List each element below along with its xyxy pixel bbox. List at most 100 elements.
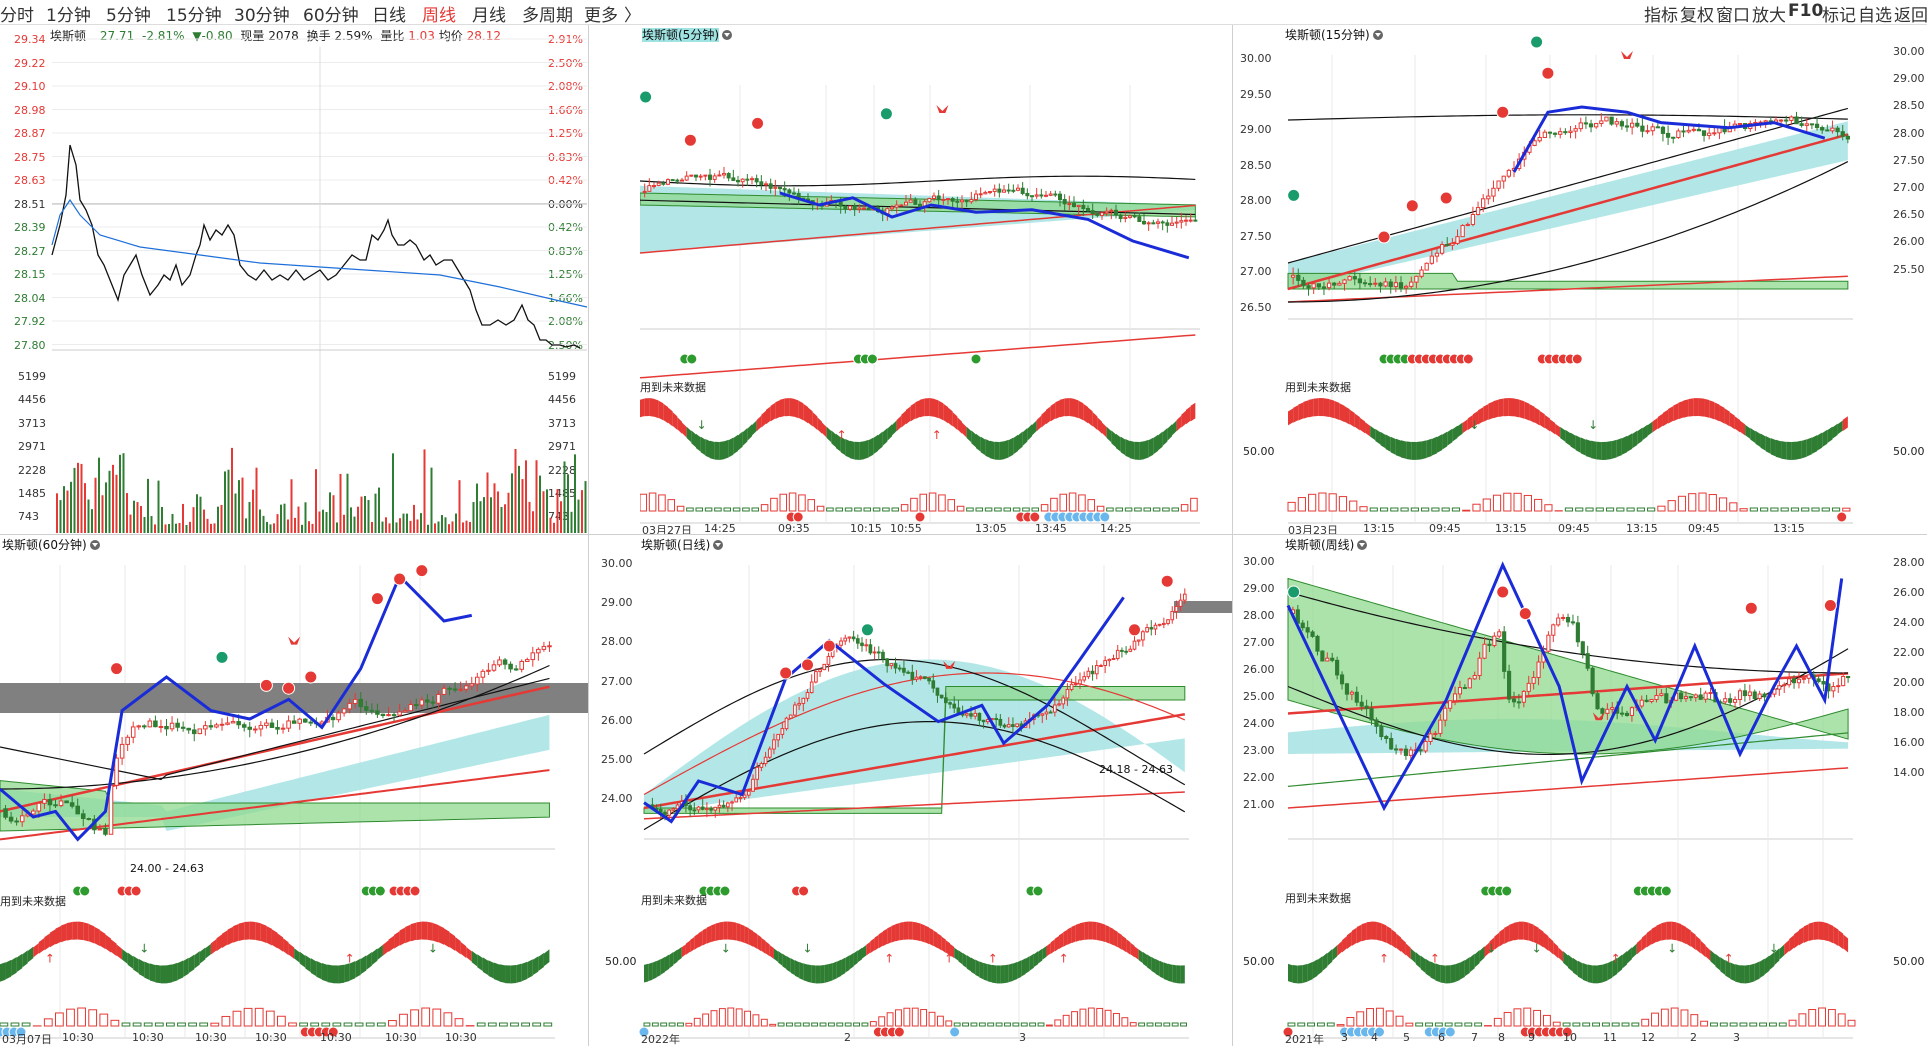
zoom-button[interactable]: 放大 bbox=[1752, 6, 1786, 26]
back-button[interactable]: 返回 bbox=[1894, 6, 1927, 26]
tab-1min[interactable]: 1分钟 bbox=[46, 6, 91, 26]
oscillator-ribbon bbox=[841, 957, 846, 976]
time-label: 10:30 bbox=[195, 1031, 227, 1044]
oscillator-ribbon bbox=[1329, 399, 1335, 419]
oscillator-ribbon bbox=[702, 927, 707, 946]
oscillator-ribbon bbox=[382, 940, 389, 956]
tab-daily[interactable]: 日线 bbox=[372, 6, 406, 26]
candle bbox=[1354, 691, 1359, 703]
kline-chart-weekly[interactable]: ↑ ↑↓ ↓↑↓↑↓ bbox=[1233, 535, 1927, 1046]
histogram-bar bbox=[1768, 1022, 1777, 1027]
oscillator-ribbon bbox=[985, 439, 990, 458]
down-arrow-icon: ↓ bbox=[1588, 418, 1598, 432]
butterfly-icon bbox=[1592, 712, 1605, 721]
adjust-button[interactable]: 复权 bbox=[1680, 6, 1714, 26]
indicator-button[interactable]: 指标 bbox=[1644, 6, 1678, 26]
oscillator-ribbon bbox=[1720, 957, 1726, 975]
candle bbox=[1681, 130, 1686, 133]
oscillator-ribbon bbox=[1055, 400, 1060, 419]
dropdown-icon[interactable] bbox=[1357, 539, 1368, 550]
buy-signal-icon bbox=[1496, 105, 1510, 119]
oscillator-ribbon bbox=[1121, 935, 1127, 953]
histogram-bar bbox=[55, 1012, 64, 1027]
candle bbox=[80, 813, 86, 819]
dropdown-icon[interactable] bbox=[1372, 29, 1383, 40]
dropdown-icon[interactable] bbox=[722, 29, 732, 40]
oscillator-ribbon bbox=[1544, 414, 1550, 432]
kline-chart-5min[interactable]: ↓↑ ↑ bbox=[640, 25, 1232, 534]
kline-chart-15min[interactable]: ↓ ↓ bbox=[1233, 25, 1927, 534]
volume-bar bbox=[203, 509, 205, 533]
candle bbox=[826, 655, 831, 665]
tab-60min[interactable]: 60分钟 bbox=[303, 6, 359, 26]
tab-weekly[interactable]: 周线 bbox=[422, 6, 456, 26]
ma-line bbox=[1287, 114, 1848, 121]
oscillator-ribbon bbox=[1385, 434, 1391, 452]
candle bbox=[988, 191, 992, 194]
candle bbox=[1424, 262, 1429, 271]
dropdown-icon[interactable] bbox=[89, 539, 100, 550]
candle bbox=[793, 704, 797, 716]
histogram-bar bbox=[802, 1022, 810, 1027]
kline-chart-daily[interactable]: ↓ ↓↑ ↑ ↑ ↑ bbox=[589, 535, 1232, 1046]
oscillator-ribbon bbox=[1774, 948, 1780, 966]
volume-tick: 2971 bbox=[548, 440, 576, 454]
tab-15min[interactable]: 15分钟 bbox=[166, 6, 222, 26]
candle bbox=[1320, 650, 1325, 662]
butterfly-icon bbox=[936, 105, 949, 113]
intraday-panel[interactable]: 埃斯顿 27.71 -2.81% ▼-0.80 现量 2078 换手 2.59%… bbox=[0, 25, 588, 534]
oscillator-ribbon bbox=[1472, 410, 1479, 428]
mark-button[interactable]: 标记 bbox=[1822, 6, 1856, 26]
candle bbox=[486, 669, 491, 672]
tab-30min[interactable]: 30分钟 bbox=[234, 6, 290, 26]
intraday-chart[interactable] bbox=[0, 25, 588, 534]
volume-bar bbox=[297, 506, 300, 533]
oscillator-ribbon bbox=[640, 398, 645, 418]
histogram-bar bbox=[658, 494, 666, 512]
tab-5min[interactable]: 5分钟 bbox=[106, 6, 151, 26]
volume-bar bbox=[66, 490, 69, 533]
dropdown-icon[interactable] bbox=[713, 539, 724, 550]
candle bbox=[1438, 719, 1443, 734]
candle bbox=[948, 702, 952, 705]
tab-monthly[interactable]: 月线 bbox=[472, 6, 506, 26]
volume-bar bbox=[105, 482, 107, 533]
price-tick: 27.80 bbox=[14, 338, 46, 352]
oscillator-ribbon bbox=[1719, 405, 1725, 424]
oscillator-ribbon bbox=[1317, 956, 1323, 976]
oscillator-ribbon bbox=[971, 430, 976, 448]
candle bbox=[675, 804, 680, 810]
oscillator-ribbon bbox=[1054, 935, 1060, 952]
watchlist-button[interactable]: 自选 bbox=[1858, 6, 1892, 26]
panel-5min[interactable]: 埃斯顿(5分钟) ↓ ↑ ↑ 用到未来数据 03月27日 14:25 09:35 10:1… bbox=[640, 25, 1232, 534]
candle bbox=[1816, 678, 1821, 683]
candle bbox=[1103, 660, 1107, 666]
oscillator-ribbon bbox=[1700, 940, 1706, 958]
candle bbox=[1737, 123, 1743, 126]
oscillator-ribbon bbox=[1142, 951, 1148, 967]
volume-bar bbox=[129, 514, 132, 533]
axis-tick: 26.50 bbox=[1893, 208, 1925, 222]
tab-multi-period[interactable]: 多周期 bbox=[522, 6, 573, 26]
candle bbox=[750, 178, 754, 181]
oscillator-ribbon bbox=[1092, 921, 1097, 941]
panel-daily[interactable]: 埃斯顿(日线) 30.00 29.00 28.00 27.00 26.00 25.00 24… bbox=[589, 535, 1232, 1046]
panel-60min[interactable]: 埃斯顿(60分钟) ↑ ↓ ↑ ↓ 24.00 - 24.63 用到未来数据 03月0… bbox=[0, 535, 588, 1046]
oscillator-ribbon bbox=[882, 928, 888, 947]
window-button[interactable]: 窗口 bbox=[1716, 6, 1750, 26]
volume-bar bbox=[567, 474, 569, 533]
panel-weekly[interactable]: 埃斯顿(周线) 30.00 29.00 28.00 27.00 26.00 25.00 24… bbox=[1233, 535, 1927, 1046]
oscillator-ribbon bbox=[744, 926, 749, 945]
oscillator-ribbon bbox=[1327, 949, 1333, 967]
candle bbox=[1165, 222, 1170, 226]
histogram-bar bbox=[221, 1015, 231, 1027]
histogram-bar bbox=[1631, 1022, 1640, 1027]
tab-fenshi[interactable]: 分时 bbox=[0, 6, 34, 26]
f10-button[interactable]: F10 bbox=[1788, 1, 1824, 21]
kline-chart-60min[interactable]: ↑↓↑↓ bbox=[0, 535, 588, 1046]
tab-more[interactable]: 更多 bbox=[584, 6, 618, 26]
candle bbox=[726, 802, 730, 808]
histogram-bar bbox=[532, 1022, 542, 1027]
more-arrow-icon[interactable]: 〉 bbox=[624, 6, 641, 26]
panel-15min[interactable]: 埃斯顿(15分钟) 30.00 29.50 29.00 28.50 28.00 27.50… bbox=[1233, 25, 1927, 534]
